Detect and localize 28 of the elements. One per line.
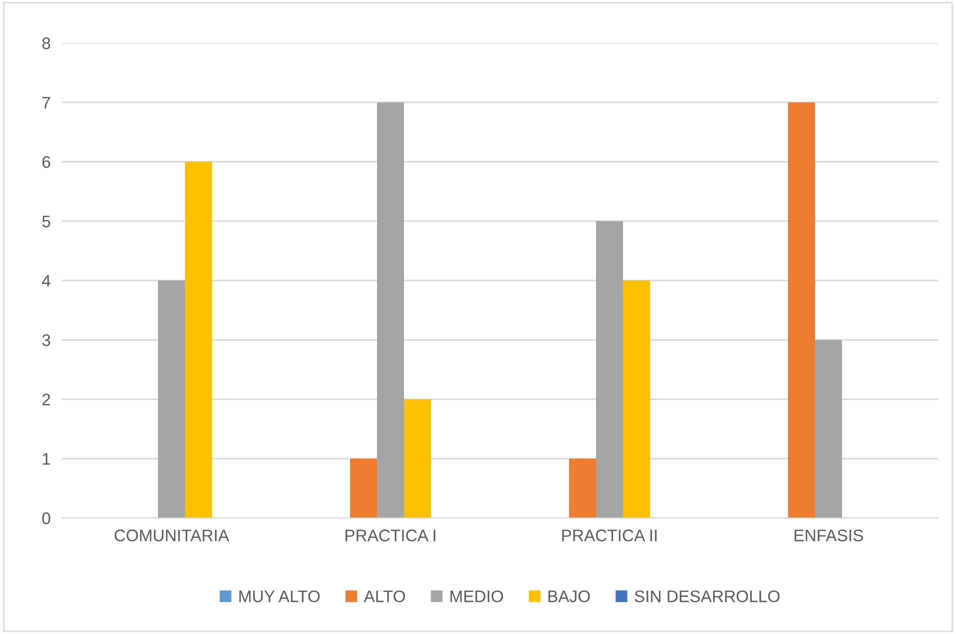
y-tick-label: 0	[42, 512, 50, 524]
legend-label: SIN DESARROLLO	[634, 590, 780, 602]
y-tick-label: 7	[42, 96, 50, 108]
y-tick-label: 2	[42, 394, 50, 406]
bar	[185, 162, 212, 518]
bar	[569, 458, 596, 518]
bar	[596, 221, 623, 518]
y-tick-label: 8	[42, 37, 50, 50]
bar	[158, 280, 185, 518]
bar	[377, 102, 404, 518]
x-tick-label: ENFASIS	[794, 530, 863, 542]
y-tick-label: 6	[42, 156, 50, 168]
legend-label: ALTO	[364, 590, 406, 602]
y-tick-label: 3	[42, 334, 50, 346]
x-tick-label: COMUNITARIA	[114, 530, 230, 542]
bar	[350, 458, 377, 518]
y-tick-label: 1	[42, 453, 50, 465]
y-tick-label: 4	[42, 275, 50, 287]
bar	[788, 102, 815, 518]
legend-label: MEDIO	[450, 590, 503, 602]
x-tick-label: PRACTICA II	[562, 530, 657, 542]
y-tick-label: 5	[42, 216, 50, 228]
legend-label: BAJO	[548, 590, 590, 602]
x-tick-label: PRACTICA I	[346, 530, 436, 542]
legend-label: MUY ALTO	[239, 590, 320, 602]
bar	[815, 340, 842, 518]
bar	[623, 280, 650, 518]
bar	[404, 399, 431, 518]
